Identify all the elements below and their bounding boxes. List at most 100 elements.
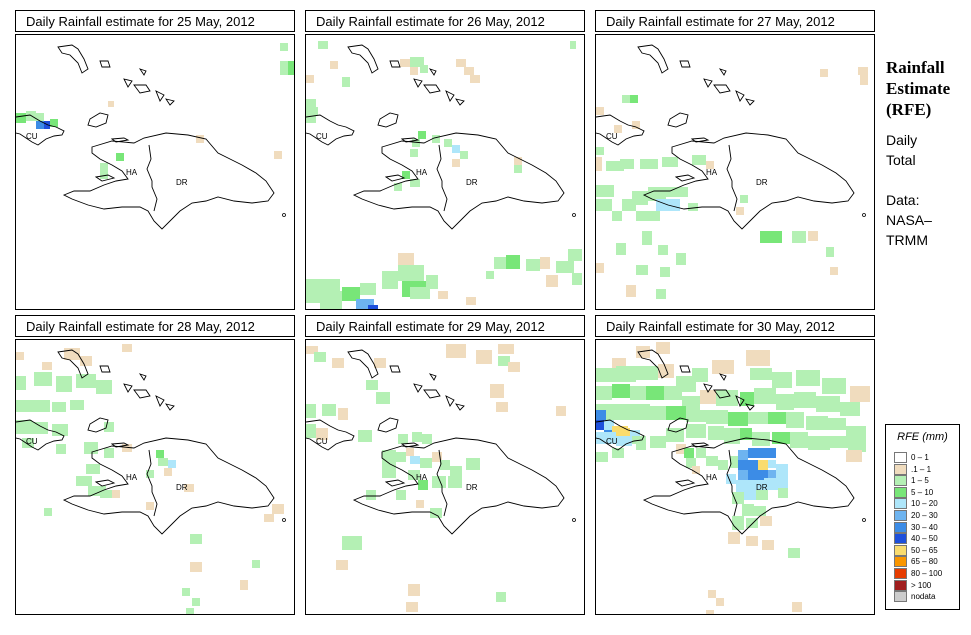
coastline [87, 417, 109, 433]
coastline [133, 389, 151, 399]
rainfall-cell [756, 448, 766, 458]
rainfall-cell [514, 165, 522, 173]
rainfall-cell [750, 480, 764, 492]
rainfall-cell [596, 147, 604, 155]
rainfall-cell [382, 271, 398, 289]
country-label-cu: CU [26, 437, 38, 446]
rainfall-cell [410, 67, 418, 75]
coastline [642, 132, 855, 230]
islet [572, 213, 576, 217]
rainfall-cell [846, 450, 862, 462]
rainfall-cell [540, 257, 550, 269]
rainfall-cell [306, 404, 316, 418]
rainfall-cell [688, 203, 698, 211]
legend-label: 0 – 1 [911, 453, 929, 462]
coastline [87, 112, 109, 128]
rainfall-cell [806, 416, 828, 430]
rainfall-cell [264, 514, 274, 522]
coastline [713, 84, 731, 94]
rainfall-cell [636, 366, 658, 380]
legend-label: nodata [911, 592, 936, 602]
rainfall-cell [42, 362, 52, 370]
side-text-line: NASA– [886, 212, 932, 228]
rainfall-cell [786, 412, 804, 428]
coastline [62, 437, 275, 535]
coastline [423, 84, 441, 94]
rainfall-cell [738, 460, 748, 470]
coastline [735, 90, 745, 102]
rainfall-cell [394, 183, 402, 191]
rainfall-cell [648, 187, 666, 201]
legend-label: 10 – 20 [911, 499, 938, 509]
coastline [347, 349, 379, 379]
rainfall-cell [596, 263, 604, 273]
rainfall-cell [158, 458, 168, 466]
rainfall-cell [596, 386, 612, 400]
rainfall-cell [794, 392, 816, 408]
rainfall-cell [448, 476, 462, 488]
rainfall-cell [452, 159, 460, 167]
coastline [110, 137, 130, 143]
rainfall-cell [100, 171, 108, 179]
rainfall-cell [768, 460, 776, 468]
rainfall-cell [642, 231, 652, 245]
legend-label: 5 – 10 [911, 487, 934, 497]
rainfall-cell [330, 61, 338, 69]
rainfall-cell [396, 452, 406, 462]
rainfall-cell [816, 396, 840, 412]
coastline [133, 84, 151, 94]
coastline [679, 365, 691, 373]
rainfall-cell [666, 406, 686, 420]
rainfall-cell [410, 287, 430, 299]
legend-swatch [894, 510, 907, 521]
rainfall-cell [748, 460, 758, 470]
rainfall-cell [858, 67, 868, 75]
rainfall-cell [288, 61, 294, 75]
rainfall-cell [108, 101, 114, 107]
rainfall-cell [758, 460, 768, 470]
coastline [454, 98, 465, 106]
coastline [690, 442, 710, 448]
rainfall-cell [490, 384, 504, 398]
coastline [16, 114, 65, 146]
rainfall-cell [186, 608, 194, 614]
rainfall-cell [190, 534, 202, 544]
rainfall-cell [808, 436, 830, 450]
coastline [57, 44, 89, 74]
rainfall-cell [16, 352, 24, 360]
side-title-line: (RFE) [886, 100, 932, 119]
coastline [413, 383, 423, 393]
rainfall-cell [418, 480, 428, 490]
map-svg: CU HA DR [306, 41, 582, 309]
rainfall-cell [788, 548, 800, 558]
coastline [703, 78, 713, 88]
rainfall-cell [400, 59, 410, 67]
rainfall-cell [596, 107, 604, 115]
rainfall-cell [420, 65, 428, 73]
rainfall-cell [614, 404, 632, 420]
rainfall-cell [840, 402, 860, 416]
rainfall-cell [658, 245, 668, 255]
rainfall-cell [498, 356, 510, 366]
rainfall-cell [402, 171, 410, 179]
legend-title: RFE (mm) [897, 431, 948, 443]
coastline [389, 365, 401, 373]
rainfall-cell [746, 350, 770, 366]
rainfall-cell [706, 410, 728, 424]
rainfall-cell [682, 396, 700, 410]
rainfall-cell [426, 275, 438, 289]
rainfall-cell [776, 476, 788, 488]
rainfall-cell [406, 602, 418, 612]
rainfall-cell [626, 285, 636, 297]
coastline [428, 68, 437, 76]
rainfall-cell [76, 476, 92, 486]
legend-label: 20 – 30 [911, 511, 938, 520]
rainfall-cell [396, 490, 406, 500]
rainfall-cell [508, 362, 520, 372]
rainfall-cell [612, 211, 622, 221]
rainfall-cell [16, 400, 36, 412]
rainfall-cell [358, 430, 372, 442]
legend-label: 30 – 40 [911, 522, 938, 532]
legend-swatch [894, 544, 907, 556]
map-svg: CU HA DR [16, 43, 294, 230]
